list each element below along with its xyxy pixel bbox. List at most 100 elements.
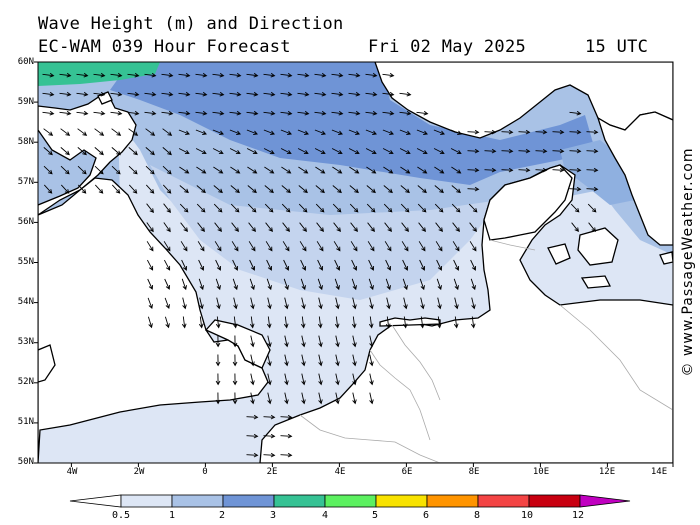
wave-direction-arrow <box>331 110 344 116</box>
wave-direction-arrow <box>128 147 138 156</box>
wave-direction-arrow <box>352 335 357 348</box>
wave-direction-arrow <box>314 72 327 78</box>
wave-direction-arrow <box>588 222 596 233</box>
wave-direction-arrow <box>417 185 427 194</box>
wave-direction-arrow <box>316 222 324 233</box>
wave-direction-arrow <box>246 452 259 458</box>
wave-direction-arrow <box>77 165 87 175</box>
wave-direction-arrow <box>281 185 291 194</box>
wave-direction-arrow <box>128 184 138 194</box>
colorbar-segment <box>171 494 224 508</box>
wave-direction-arrow <box>571 222 579 233</box>
wave-direction-arrow <box>283 278 289 291</box>
wave-direction-arrow <box>383 185 393 194</box>
wave-direction-arrow <box>215 259 222 271</box>
wave-direction-arrow <box>263 433 276 439</box>
wave-direction-arrow <box>163 203 171 214</box>
wave-direction-arrow <box>315 203 325 213</box>
wave-direction-arrow <box>367 241 375 252</box>
wave-direction-arrow <box>232 278 238 291</box>
wave-direction-arrow <box>60 147 70 156</box>
wave-direction-arrow <box>147 316 153 329</box>
wave-direction-arrow <box>570 203 580 213</box>
wave-direction-arrow <box>351 278 357 291</box>
wave-direction-arrow <box>402 259 409 271</box>
wave-direction-arrow <box>467 148 480 154</box>
wave-direction-arrow <box>301 373 306 386</box>
wave-direction-arrow <box>280 110 293 116</box>
wave-direction-arrow <box>365 148 377 155</box>
lon-label-2E: 2E <box>266 467 278 477</box>
wave-direction-arrow <box>280 148 292 155</box>
wave-direction-arrow <box>212 110 225 116</box>
wave-direction-arrow <box>264 166 275 174</box>
colorbar-segment <box>426 494 479 508</box>
wave-direction-arrow <box>401 222 409 233</box>
wave-direction-arrow <box>229 148 241 155</box>
wave-direction-arrow <box>161 72 174 78</box>
wave-direction-arrow <box>284 354 289 367</box>
wave-direction-arrow <box>365 91 378 97</box>
wave-direction-arrow <box>518 129 531 135</box>
wave-direction-arrow <box>145 147 155 156</box>
wave-direction-arrow <box>179 166 190 174</box>
wave-direction-arrow <box>332 185 342 194</box>
wave-direction-arrow <box>43 165 53 175</box>
wave-direction-arrow <box>146 203 154 214</box>
wave-direction-arrow <box>77 128 88 136</box>
wave-direction-arrow <box>332 166 343 174</box>
wave-direction-arrow <box>246 72 259 78</box>
orkney-islands <box>97 91 113 105</box>
wave-direction-arrow <box>246 433 259 439</box>
wave-direction-arrow <box>469 241 477 252</box>
wave-direction-arrow <box>314 148 326 155</box>
wave-direction-arrow <box>569 167 582 173</box>
wave-direction-arrow <box>402 316 408 329</box>
wave-direction-arrow <box>314 110 327 116</box>
wave-direction-arrow <box>163 222 171 233</box>
wave-direction-arrow <box>179 185 189 194</box>
wave-direction-arrow <box>196 185 206 194</box>
wave-direction-arrow <box>282 222 290 233</box>
wave-direction-arrow <box>215 335 221 348</box>
colorbar-segment <box>528 494 581 508</box>
wave-direction-arrow <box>467 129 480 135</box>
wave-direction-arrow <box>318 392 323 405</box>
wave-direction-arrow <box>284 373 289 386</box>
wave-direction-arrow <box>332 203 342 213</box>
wave-direction-arrow <box>468 203 478 213</box>
map-area[interactable] <box>38 62 673 463</box>
wave-direction-arrow <box>351 316 357 329</box>
colorbar-label-5: 5 <box>371 510 379 521</box>
wave-direction-arrow <box>128 165 138 175</box>
wave-direction-arrow <box>233 297 238 310</box>
wave-direction-arrow <box>301 392 306 405</box>
wave-direction-arrow <box>248 222 256 233</box>
wave-direction-arrow <box>518 167 531 173</box>
wave-direction-arrow <box>367 222 375 233</box>
axis-ticks <box>34 61 674 467</box>
lon-label-10E: 10E <box>532 467 550 477</box>
wave-direction-arrow <box>94 128 105 136</box>
wave-direction-arrow <box>111 128 122 136</box>
wave-direction-arrow <box>232 373 238 386</box>
wave-direction-arrow <box>453 278 459 291</box>
wave-direction-arrow <box>267 354 272 367</box>
wave-direction-arrow <box>59 72 72 78</box>
wave-direction-arrow <box>266 316 272 329</box>
wave-direction-arrows <box>42 72 599 458</box>
wave-direction-arrow <box>535 148 548 154</box>
wave-direction-arrow <box>214 222 222 233</box>
wave-direction-arrow <box>335 335 340 348</box>
country-borders <box>299 239 673 463</box>
wave-direction-arrow <box>247 203 257 213</box>
wave-direction-arrow <box>249 259 256 271</box>
wave-direction-arrow <box>263 129 275 135</box>
lat-label-50N: 50N <box>17 457 34 467</box>
wave-direction-arrow <box>470 278 476 291</box>
wave-direction-arrow <box>368 259 375 271</box>
lon-label-2W: 2W <box>133 467 145 477</box>
wave-direction-arrow <box>266 259 273 271</box>
wave-direction-arrow <box>198 316 204 329</box>
colorbar-label-6: 6 <box>422 510 430 521</box>
